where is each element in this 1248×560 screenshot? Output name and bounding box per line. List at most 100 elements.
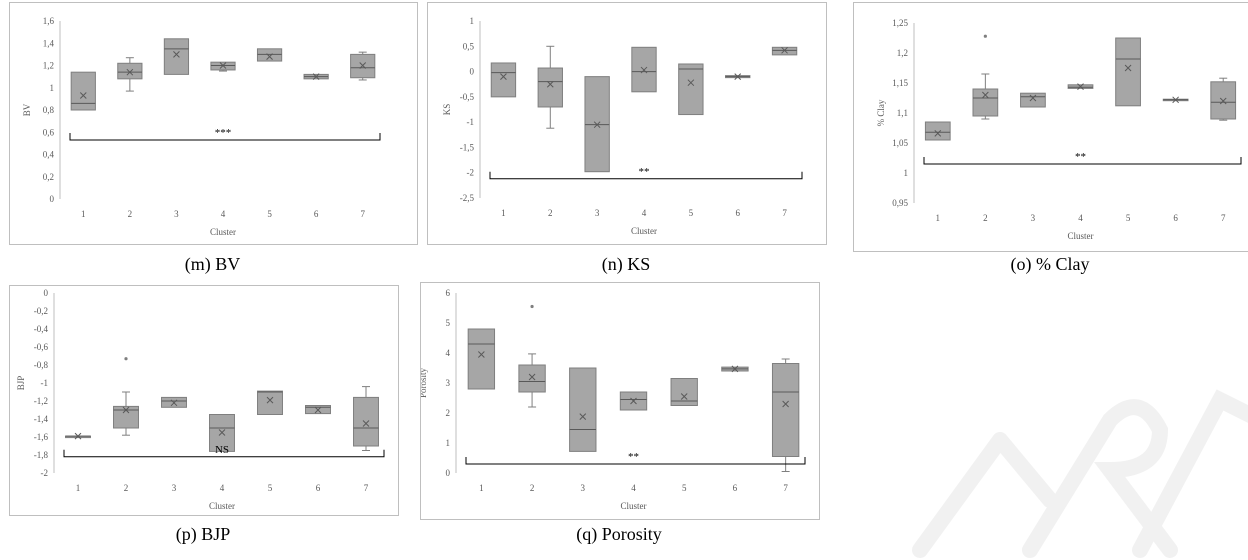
x-axis-label: Cluster xyxy=(1068,231,1094,241)
mean-marker xyxy=(630,397,637,405)
panel-bjp: -2 -1,8 -1,6 -1,4 -1,2 -1 -0,8 -0,6 -0,4 -0,2 0 BJP… xyxy=(9,285,399,516)
mean-marker xyxy=(312,73,320,80)
caption-ks: (n) KS xyxy=(601,254,651,274)
mean-marker xyxy=(782,400,789,408)
chart-ks: -2,5 -2 -1,5 -1 -0,5 0 0,5 1 KS 1 2 3 4 5 6 7 Cluster ** xyxy=(442,16,803,236)
significance-label: NS xyxy=(215,444,229,456)
box-cluster-4 xyxy=(1067,83,1094,90)
box-iqr xyxy=(117,62,143,80)
mean-marker xyxy=(266,53,273,60)
x-tick-label: 5 xyxy=(682,483,687,493)
mean-marker xyxy=(74,432,82,440)
x-tick-label: 6 xyxy=(316,483,321,493)
box-iqr xyxy=(113,405,139,429)
x-tick-label: 7 xyxy=(782,208,787,218)
y-tick-label: -2,5 xyxy=(460,193,475,203)
x-tick-label: 2 xyxy=(124,483,129,493)
chart-bjp: -2 -1,8 -1,6 -1,4 -1,2 -1 -0,8 -0,6 -0,4 -0,2 0 BJP… xyxy=(16,288,385,511)
x-tick-label: 4 xyxy=(642,208,647,218)
y-tick-label: 6 xyxy=(446,288,451,298)
panel-porosity: 0 1 2 3 4 5 6 Porosity 1 2 3 4 5 6 7 Cluster ** xyxy=(420,282,820,520)
panel-bv: 0 0,2 0,4 0,6 0,8 1 1,2 1,4 1,6 BV 1 2 3 4 5 6 7 Cluster *… xyxy=(9,2,418,245)
caption-porosity: (q) Porosity xyxy=(576,524,662,544)
x-tick-label: 7 xyxy=(1221,213,1226,223)
y-tick-label: 5 xyxy=(446,318,451,328)
mean-marker xyxy=(593,121,601,129)
y-tick-label: 1,05 xyxy=(892,138,908,148)
mean-marker xyxy=(731,365,739,373)
y-tick-label: -2 xyxy=(41,468,49,478)
x-axis-label: Cluster xyxy=(621,501,647,511)
box-cluster-2 xyxy=(117,57,143,92)
box-cluster-3 xyxy=(1020,92,1046,108)
y-tick-label: 0 xyxy=(44,288,49,298)
box-iqr xyxy=(163,38,190,75)
y-tick-label: -0,2 xyxy=(34,306,48,316)
box-iqr xyxy=(1020,92,1046,108)
significance-label: ** xyxy=(639,166,650,178)
x-tick-label: 4 xyxy=(631,483,636,493)
y-tick-label: 0,5 xyxy=(463,41,475,51)
mean-marker xyxy=(680,393,688,400)
y-tick-label: -2 xyxy=(467,168,475,178)
significance-label: ** xyxy=(1075,151,1086,163)
x-tick-label: 2 xyxy=(530,483,535,493)
y-tick-label: 3 xyxy=(446,378,451,388)
x-tick-label: 2 xyxy=(128,209,133,219)
mean-marker xyxy=(579,413,587,420)
x-tick-label: 4 xyxy=(220,483,225,493)
x-axis-label: Cluster xyxy=(210,227,236,237)
y-tick-label: 4 xyxy=(446,348,451,358)
mean-marker xyxy=(934,130,942,137)
y-tick-label: 1,25 xyxy=(892,18,908,28)
y-tick-label: -0,8 xyxy=(34,360,49,370)
box-cluster-1 xyxy=(924,121,951,141)
x-tick-label: 5 xyxy=(1126,213,1131,223)
box-iqr xyxy=(771,363,800,457)
box-iqr xyxy=(1115,37,1141,107)
box-iqr xyxy=(490,62,517,98)
significance-label: ** xyxy=(628,451,639,463)
box-cluster-6 xyxy=(303,73,329,80)
box-cluster-3 xyxy=(161,396,187,408)
y-tick-label: 1,15 xyxy=(892,78,908,88)
mean-marker xyxy=(687,79,695,87)
y-tick-label: -1,6 xyxy=(34,432,49,442)
box-cluster-3 xyxy=(163,38,190,75)
x-tick-label: 3 xyxy=(1031,213,1036,223)
box-cluster-6 xyxy=(721,365,749,373)
x-tick-label: 4 xyxy=(1078,213,1083,223)
box-cluster-5 xyxy=(678,63,704,116)
y-tick-label: 0,4 xyxy=(43,150,55,160)
box-cluster-5 xyxy=(1115,37,1141,107)
box-cluster-4 xyxy=(210,61,236,72)
mean-marker xyxy=(126,68,134,76)
x-tick-label: 2 xyxy=(548,208,553,218)
y-tick-label: 1,1 xyxy=(897,108,908,118)
x-tick-label: 6 xyxy=(314,209,319,219)
mean-marker xyxy=(640,66,648,74)
mean-marker xyxy=(79,92,87,99)
mean-marker xyxy=(1077,83,1084,90)
mean-marker xyxy=(362,420,370,427)
box-iqr xyxy=(972,88,999,117)
box-iqr xyxy=(771,46,798,56)
mean-marker xyxy=(1219,97,1227,105)
box-cluster-7 xyxy=(350,51,376,81)
x-tick-label: 4 xyxy=(221,209,226,219)
significance-bracket xyxy=(63,449,385,458)
y-tick-label: 0,6 xyxy=(43,127,55,137)
box-iqr xyxy=(353,396,379,447)
y-tick-label: 2 xyxy=(446,408,451,418)
mean-marker xyxy=(500,73,507,80)
y-tick-label: 0,2 xyxy=(43,172,54,182)
y-tick-label: 1 xyxy=(50,83,55,93)
x-tick-label: 5 xyxy=(689,208,694,218)
box-cluster-1 xyxy=(65,432,91,440)
box-iqr xyxy=(569,367,597,452)
outlier-point xyxy=(530,304,534,309)
box-cluster-4 xyxy=(619,391,648,411)
mean-marker xyxy=(266,396,274,404)
y-tick-label: 1 xyxy=(470,16,475,26)
chart-bv: 0 0,2 0,4 0,6 0,8 1 1,2 1,4 1,6 BV 1 2 3 4 5 6 7 Cluster *… xyxy=(22,16,381,237)
